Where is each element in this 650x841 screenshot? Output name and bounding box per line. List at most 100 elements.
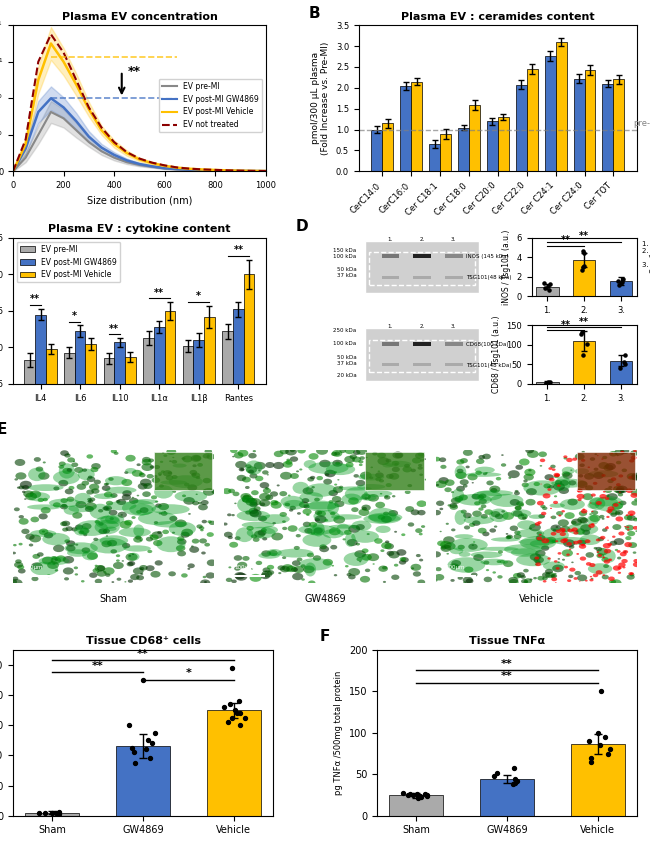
Circle shape	[66, 468, 72, 472]
Circle shape	[582, 530, 590, 535]
Circle shape	[614, 538, 624, 545]
Text: F: F	[320, 629, 330, 644]
Circle shape	[72, 527, 77, 532]
EV post-MI GW4869	[85, 131, 93, 141]
Bar	[154, 327, 164, 420]
Circle shape	[564, 566, 568, 569]
Circle shape	[202, 520, 207, 523]
Circle shape	[114, 452, 118, 455]
Circle shape	[313, 527, 323, 534]
Circle shape	[250, 510, 262, 517]
Ellipse shape	[67, 549, 88, 557]
Circle shape	[142, 491, 151, 497]
Circle shape	[380, 493, 382, 495]
Ellipse shape	[556, 476, 571, 491]
Circle shape	[601, 458, 604, 460]
Circle shape	[359, 456, 365, 460]
Circle shape	[190, 455, 202, 462]
Circle shape	[558, 552, 562, 555]
Ellipse shape	[344, 532, 356, 547]
Circle shape	[316, 447, 328, 455]
Circle shape	[154, 521, 158, 524]
Circle shape	[53, 502, 60, 507]
Circle shape	[503, 560, 514, 567]
Ellipse shape	[472, 491, 502, 500]
Circle shape	[559, 528, 566, 532]
Circle shape	[469, 523, 475, 527]
Circle shape	[350, 454, 357, 459]
Ellipse shape	[516, 553, 551, 566]
Ellipse shape	[454, 510, 466, 525]
Circle shape	[620, 451, 624, 453]
Circle shape	[60, 504, 68, 510]
Circle shape	[344, 456, 355, 463]
Point	[545, 375, 555, 389]
Circle shape	[616, 461, 621, 464]
Circle shape	[569, 545, 575, 549]
Point	[55, 807, 65, 820]
Circle shape	[411, 568, 414, 569]
Circle shape	[591, 494, 596, 497]
Circle shape	[261, 528, 266, 532]
Circle shape	[261, 570, 272, 578]
Ellipse shape	[549, 503, 565, 508]
Circle shape	[136, 495, 139, 496]
Circle shape	[554, 573, 556, 574]
Point	[579, 246, 590, 260]
Circle shape	[625, 525, 634, 531]
Ellipse shape	[151, 505, 190, 515]
Bar	[573, 79, 584, 172]
Circle shape	[478, 499, 487, 504]
Point	[227, 711, 237, 724]
Ellipse shape	[247, 526, 276, 538]
Circle shape	[109, 517, 114, 520]
Circle shape	[571, 521, 577, 525]
Ellipse shape	[95, 520, 120, 534]
EV post-MI GW4869	[21, 144, 29, 154]
Point	[232, 706, 242, 720]
Circle shape	[51, 557, 61, 564]
Circle shape	[203, 454, 210, 458]
Circle shape	[441, 546, 447, 550]
Ellipse shape	[90, 537, 127, 553]
X-axis label: Size distribution (nm): Size distribution (nm)	[86, 196, 192, 205]
Circle shape	[602, 528, 608, 532]
Circle shape	[560, 532, 566, 536]
Circle shape	[80, 527, 90, 534]
Circle shape	[247, 498, 255, 503]
Text: 1. EV pre-MI
2. EV post-MI
   Vehicle
3. EV post-MI
   GW4869: 1. EV pre-MI 2. EV post-MI Vehicle 3. EV…	[642, 241, 650, 275]
Circle shape	[551, 516, 556, 519]
Circle shape	[304, 528, 313, 533]
Circle shape	[184, 483, 190, 486]
Ellipse shape	[258, 553, 280, 558]
Ellipse shape	[266, 549, 281, 556]
Circle shape	[304, 505, 309, 509]
Circle shape	[433, 510, 441, 516]
Circle shape	[579, 463, 585, 467]
Point	[129, 756, 140, 770]
Ellipse shape	[27, 505, 61, 510]
Bar	[556, 42, 567, 172]
Circle shape	[289, 505, 296, 510]
Circle shape	[201, 500, 209, 505]
Circle shape	[146, 565, 155, 571]
Circle shape	[12, 552, 16, 554]
Circle shape	[66, 541, 75, 547]
Circle shape	[55, 569, 58, 572]
Ellipse shape	[590, 497, 618, 506]
Circle shape	[224, 532, 233, 537]
EV not treated	[174, 162, 181, 172]
Circle shape	[106, 535, 108, 537]
Circle shape	[372, 452, 378, 456]
Circle shape	[14, 479, 18, 480]
Circle shape	[581, 459, 585, 462]
Ellipse shape	[382, 463, 393, 468]
Circle shape	[315, 518, 320, 521]
Bar	[584, 71, 595, 172]
Circle shape	[563, 538, 568, 542]
Title: Tissue CD68⁺ cells: Tissue CD68⁺ cells	[86, 636, 200, 646]
Circle shape	[552, 564, 564, 572]
Circle shape	[535, 563, 538, 565]
Circle shape	[562, 549, 573, 557]
Circle shape	[269, 550, 278, 556]
